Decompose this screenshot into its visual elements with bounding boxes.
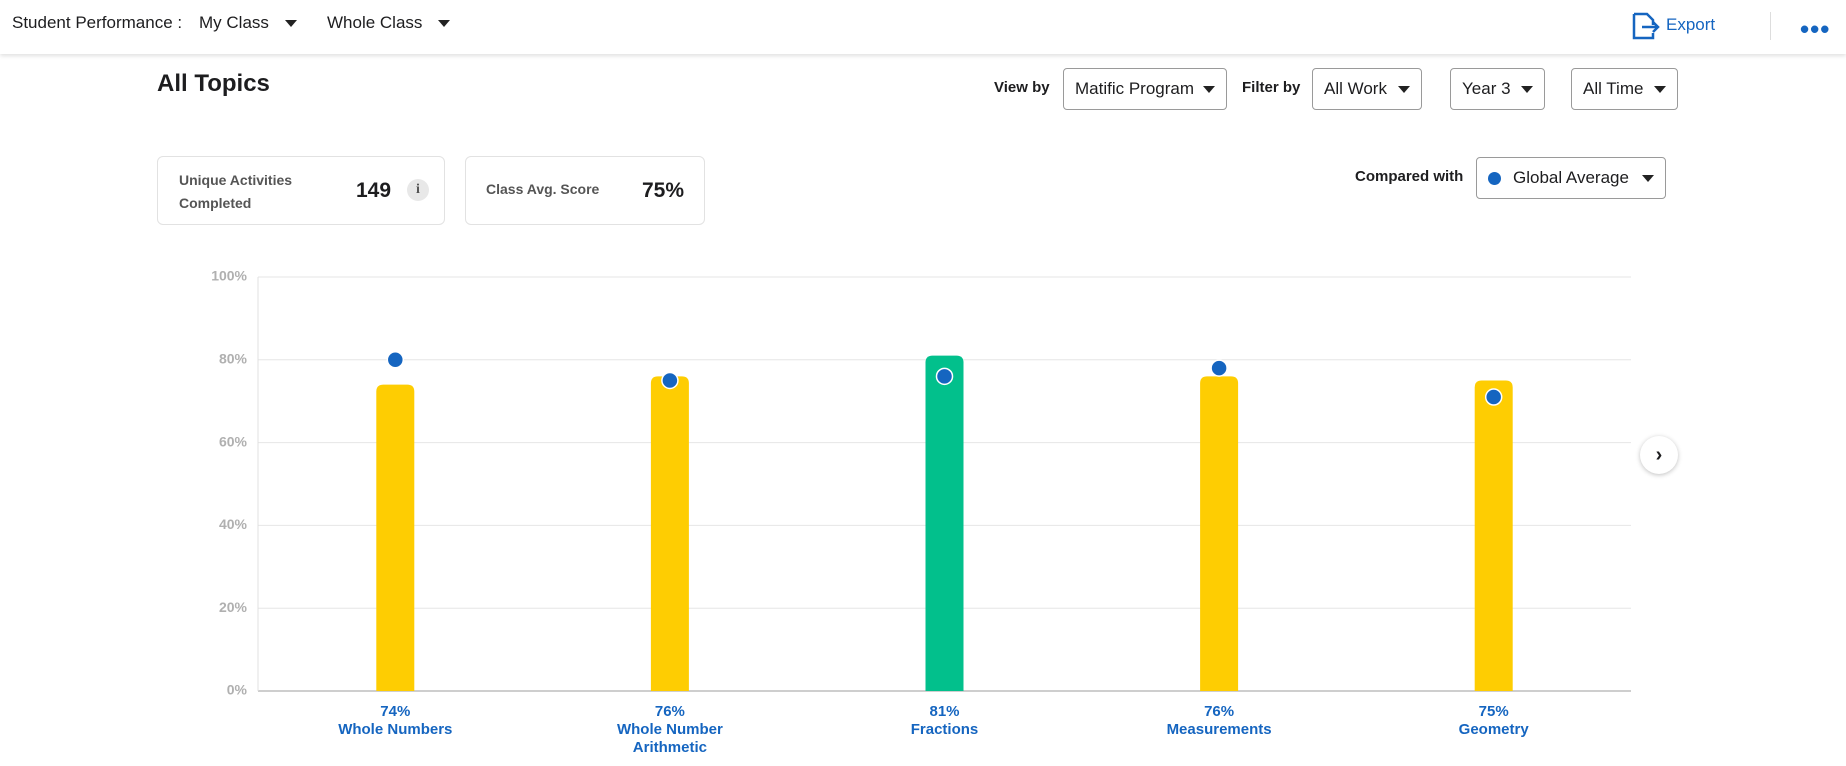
work-select[interactable]: All Work <box>1312 68 1422 110</box>
divider <box>1770 12 1771 40</box>
next-button[interactable]: › <box>1640 436 1678 474</box>
bar <box>650 376 689 691</box>
view-by-text: Matific Program <box>1075 79 1195 98</box>
value-label: 76% <box>654 703 685 720</box>
export-button[interactable]: Export <box>1666 15 1716 34</box>
y-tick-label: 60% <box>219 433 248 449</box>
class-select[interactable]: My Class <box>199 13 297 33</box>
bar <box>1474 380 1513 691</box>
value-label: 74% <box>380 703 411 720</box>
group-select[interactable]: Whole Class <box>327 13 451 33</box>
y-tick-label: 80% <box>219 351 248 367</box>
x-tick-label: Geometry <box>1458 721 1529 738</box>
y-tick-label: 20% <box>219 599 248 615</box>
x-tick-label: Fractions <box>910 721 979 738</box>
bar <box>925 355 964 691</box>
top-bar <box>0 0 1846 54</box>
average-dot <box>661 371 679 390</box>
more-menu[interactable]: ••• <box>1800 14 1831 44</box>
average-dot <box>386 351 405 369</box>
average-dot <box>935 367 954 386</box>
class-select-text: My Class <box>199 13 269 32</box>
legend-marker <box>1488 171 1501 185</box>
view-by-select[interactable]: Matific Program <box>1063 68 1227 110</box>
stat-value: 149 <box>356 179 392 202</box>
y-tick-label: 0% <box>227 682 248 698</box>
info-icon[interactable]: i <box>407 179 429 201</box>
value-label: 75% <box>1478 703 1509 720</box>
export-icon <box>1632 12 1660 40</box>
x-tick-label: Whole Numbers <box>338 721 453 738</box>
compared-with-label: Compared with <box>1355 168 1464 185</box>
time-select[interactable]: All Time <box>1571 68 1678 110</box>
stat-card: Class Avg. Score 75% <box>465 156 705 225</box>
year-text: Year 3 <box>1462 79 1511 98</box>
value-label: 81% <box>929 703 960 720</box>
average-dot <box>1484 388 1503 406</box>
time-text: All Time <box>1583 79 1644 98</box>
stat-value: 75% <box>642 179 685 202</box>
group-select-text: Whole Class <box>327 13 423 32</box>
stat-label: Unique Activities Completed <box>179 172 293 211</box>
filter-by-label: Filter by <box>1242 79 1301 96</box>
compare-select[interactable]: Global Average <box>1476 157 1666 199</box>
value-label: 76% <box>1204 703 1235 720</box>
page-title: All Topics <box>157 70 270 97</box>
year-select[interactable]: Year 3 <box>1450 68 1545 110</box>
stat-label: Class Avg. Score <box>486 181 600 197</box>
bar <box>376 384 415 691</box>
y-tick-label: 40% <box>219 516 248 532</box>
y-tick-label: 100% <box>211 268 247 284</box>
header-label: Student Performance : <box>12 13 183 32</box>
stat-card: Unique Activities Completed 149 i <box>157 156 445 225</box>
work-text: All Work <box>1324 79 1387 98</box>
x-tick-label: Measurements <box>1166 721 1272 738</box>
view-by-label: View by <box>994 79 1050 96</box>
average-dot <box>1210 359 1228 377</box>
x-tick-label: Whole Number Arithmetic <box>616 721 723 756</box>
bar <box>1200 376 1239 691</box>
legend-text: Global Average <box>1513 168 1629 187</box>
